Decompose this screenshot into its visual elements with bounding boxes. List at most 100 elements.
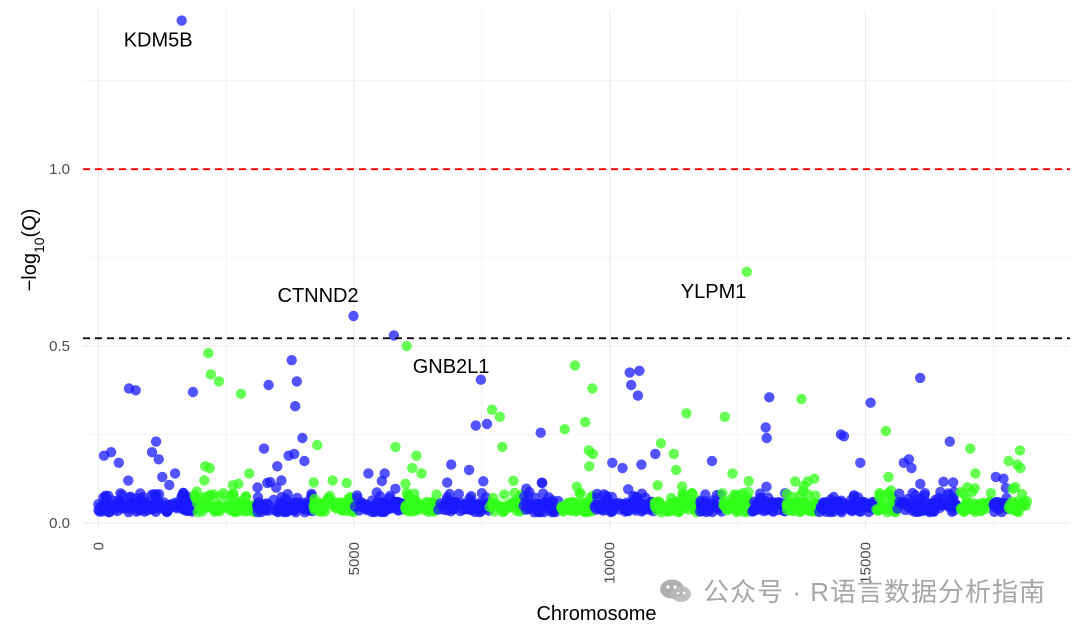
data-point	[743, 475, 754, 487]
data-point	[880, 425, 892, 437]
data-point	[339, 500, 350, 512]
data-point	[187, 386, 199, 398]
data-point	[467, 499, 478, 510]
data-point	[309, 496, 320, 508]
data-point	[199, 475, 210, 486]
gene-label-gnb2l1: GNB2L1	[413, 356, 490, 378]
data-point	[115, 488, 126, 499]
data-point	[522, 498, 534, 509]
data-point	[592, 492, 603, 503]
x-tick-label: 15000	[857, 542, 874, 584]
data-point	[883, 471, 894, 483]
data-point	[379, 497, 390, 508]
data-point	[290, 401, 301, 412]
data-point	[865, 397, 876, 408]
watermark: 公众号 · R语言数据分析指南	[659, 572, 1046, 609]
data-point	[574, 488, 585, 499]
data-point	[416, 468, 427, 479]
data-point	[142, 503, 153, 514]
data-point	[706, 455, 718, 467]
data-point	[768, 506, 779, 517]
data-point	[943, 489, 954, 501]
data-point	[584, 461, 595, 472]
data-point	[938, 476, 949, 487]
data-point	[233, 478, 244, 489]
data-point	[470, 420, 481, 431]
data-point	[655, 438, 667, 449]
data-point	[874, 504, 885, 515]
data-point	[803, 505, 815, 517]
data-point	[917, 505, 928, 517]
data-point	[915, 478, 926, 490]
gene-label-ctnnd2: CTNND2	[278, 285, 359, 307]
data-point	[153, 454, 164, 465]
data-point	[820, 497, 831, 508]
data-point	[632, 390, 644, 401]
data-point	[299, 455, 310, 467]
data-point	[286, 355, 297, 366]
data-point	[150, 436, 162, 447]
data-point	[587, 448, 599, 460]
data-point	[794, 502, 805, 513]
data-point	[252, 482, 263, 493]
data-point	[894, 488, 905, 499]
data-point	[1003, 455, 1014, 467]
data-point	[674, 503, 685, 514]
data-point	[903, 454, 915, 465]
y-tick-label: 1.0	[49, 161, 70, 178]
data-point	[204, 462, 215, 474]
data-point	[724, 499, 736, 511]
points-layer	[98, 15, 1026, 486]
data-point	[348, 310, 359, 322]
data-point	[276, 475, 287, 486]
data-point	[463, 464, 475, 476]
data-point	[640, 500, 652, 512]
data-point	[407, 462, 418, 474]
data-point	[258, 443, 270, 454]
data-point	[312, 439, 323, 451]
data-point	[191, 486, 203, 497]
data-point	[671, 464, 682, 476]
data-point	[624, 367, 635, 378]
data-point	[252, 499, 263, 511]
data-point	[400, 504, 412, 515]
data-point	[138, 492, 149, 503]
data-point	[609, 498, 620, 509]
data-point	[755, 498, 766, 510]
data-point	[476, 488, 488, 499]
data-point	[113, 457, 125, 468]
data-point	[390, 441, 401, 453]
data-point	[717, 488, 728, 499]
data-point	[280, 493, 291, 504]
x-tick-label: 0	[90, 542, 107, 550]
y-tick-label: 0.0	[49, 515, 70, 532]
data-point	[948, 477, 959, 488]
data-point	[650, 448, 661, 460]
data-point	[1018, 496, 1030, 508]
data-point	[442, 492, 453, 503]
data-point	[363, 468, 374, 479]
data-point	[308, 477, 319, 488]
data-point	[475, 374, 487, 385]
data-point	[1009, 501, 1020, 512]
data-point	[411, 450, 422, 461]
data-point	[446, 459, 457, 470]
data-point	[607, 457, 618, 468]
data-point	[444, 503, 456, 515]
data-point	[761, 481, 772, 492]
data-point	[652, 480, 663, 491]
data-point	[773, 497, 785, 508]
wechat-icon	[659, 578, 693, 604]
data-point	[162, 505, 173, 517]
x-axis-title: Chromosome	[536, 603, 656, 625]
data-point	[123, 475, 134, 486]
data-point	[157, 471, 168, 483]
data-point	[206, 498, 217, 509]
data-point	[400, 478, 411, 489]
data-point	[662, 506, 673, 517]
data-point	[719, 411, 730, 422]
data-point	[911, 496, 923, 507]
data-point	[208, 489, 219, 500]
data-point	[169, 468, 181, 479]
